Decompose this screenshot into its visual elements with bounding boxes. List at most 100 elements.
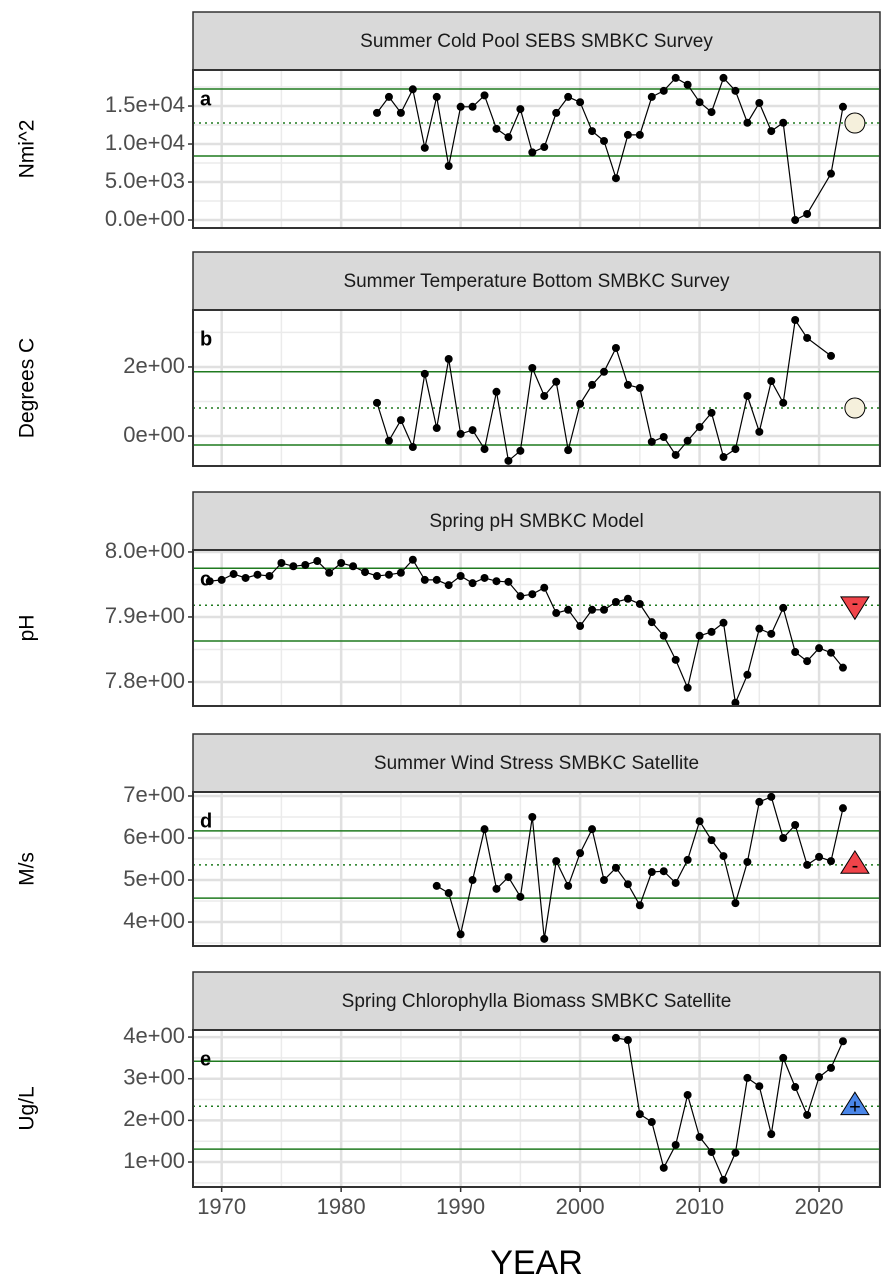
data-point [659, 86, 668, 95]
strip-title: Summer Temperature Bottom SMBKC Survey [343, 271, 730, 292]
y-tick-label: 8.0e+00 [105, 538, 185, 563]
data-point [301, 560, 310, 569]
data-point [444, 162, 453, 171]
data-point [277, 559, 286, 567]
data-point [815, 1073, 824, 1082]
y-tick-label: 1e+00 [123, 1148, 185, 1173]
data-point [827, 857, 836, 866]
data-point [731, 86, 740, 95]
data-point [791, 648, 800, 657]
data-point [468, 876, 477, 885]
y-tick-label: 4e+00 [123, 1023, 185, 1048]
status-marker [840, 596, 870, 621]
data-point [516, 892, 525, 901]
status-marker [840, 1091, 870, 1116]
data-point [767, 1130, 776, 1139]
data-point [743, 670, 752, 679]
data-point [540, 934, 549, 943]
data-point [707, 627, 716, 636]
y-tick-label: 2e+00 [123, 1106, 185, 1131]
strip [192, 11, 881, 71]
data-point [432, 92, 441, 101]
data-point [683, 436, 692, 445]
data-point [528, 813, 537, 822]
y-axis-label: Degrees C [16, 338, 39, 438]
data-point [588, 825, 597, 834]
data-point [408, 443, 417, 452]
data-point [396, 568, 405, 577]
data-point [241, 573, 250, 582]
data-point [480, 825, 489, 834]
data-point [588, 127, 597, 136]
data-point [647, 618, 656, 627]
y-tick-label: 7e+00 [123, 782, 185, 807]
data-point [671, 1140, 680, 1149]
data-point [253, 570, 262, 579]
data-point [444, 581, 453, 590]
data-point [432, 881, 441, 890]
data-point [528, 590, 537, 599]
panel: Summer Wind Stress SMBKC Satellite - d 4e+0… [16, 733, 881, 947]
y-tick-label: 5e+00 [123, 866, 185, 891]
y-tick-label: 1.5e+04 [105, 92, 185, 117]
data-line [615, 1037, 844, 1182]
data-point [384, 92, 393, 101]
data-point [695, 1133, 704, 1142]
y-tick-label: 1.0e+04 [105, 130, 185, 155]
data-point [528, 363, 537, 372]
data-point [838, 804, 847, 813]
strip-title: Spring Chlorophylla Biomass SMBKC Satell… [342, 991, 732, 1012]
data-point [564, 92, 573, 101]
data-point [743, 391, 752, 400]
status-marker [844, 112, 866, 134]
data-point [695, 98, 704, 107]
data-point [671, 450, 680, 459]
y-tick-label: 7.8e+00 [105, 668, 185, 693]
data-point [635, 1110, 644, 1119]
data-point [456, 930, 465, 939]
data-point [325, 568, 334, 577]
data-point [767, 792, 776, 801]
data-point [659, 433, 668, 442]
panel-border [192, 549, 881, 707]
status-symbol: - [852, 855, 859, 877]
data-point [265, 572, 274, 580]
data-point [743, 1073, 752, 1082]
data-point [289, 562, 298, 571]
data-point [827, 169, 836, 178]
data-point [755, 797, 764, 806]
data-point [372, 572, 381, 580]
data-point [600, 367, 609, 376]
data-point [384, 436, 393, 445]
data-point [540, 583, 549, 592]
data-point [552, 857, 561, 866]
panel: Summer Cold Pool SEBS SMBKC Survey a 0.0e+… [16, 11, 881, 231]
plot-area [193, 310, 880, 466]
data-point [432, 424, 441, 433]
data-point [695, 631, 704, 640]
data-point [564, 446, 573, 455]
panel: Summer Temperature Bottom SMBKC Survey b 0… [16, 251, 881, 467]
y-tick-label: 2e+00 [123, 353, 185, 378]
data-point [838, 663, 847, 672]
data-point [468, 102, 477, 111]
data-point [396, 108, 405, 117]
data-point [396, 416, 405, 425]
data-point [719, 453, 728, 462]
data-point [659, 631, 668, 640]
data-point [791, 820, 800, 829]
x-tick-label: 2000 [556, 1194, 605, 1219]
data-point [372, 398, 381, 407]
data-point [611, 598, 620, 606]
data-point [647, 437, 656, 446]
panel-label: b [200, 328, 212, 350]
data-point [611, 174, 620, 183]
data-point [552, 108, 561, 117]
x-tick-label: 1970 [197, 1194, 246, 1219]
data-point [456, 429, 465, 438]
data-point [611, 1033, 620, 1042]
data-point [791, 216, 800, 225]
panel-label: c [200, 568, 211, 590]
strip [192, 251, 881, 311]
data-point [444, 355, 453, 364]
